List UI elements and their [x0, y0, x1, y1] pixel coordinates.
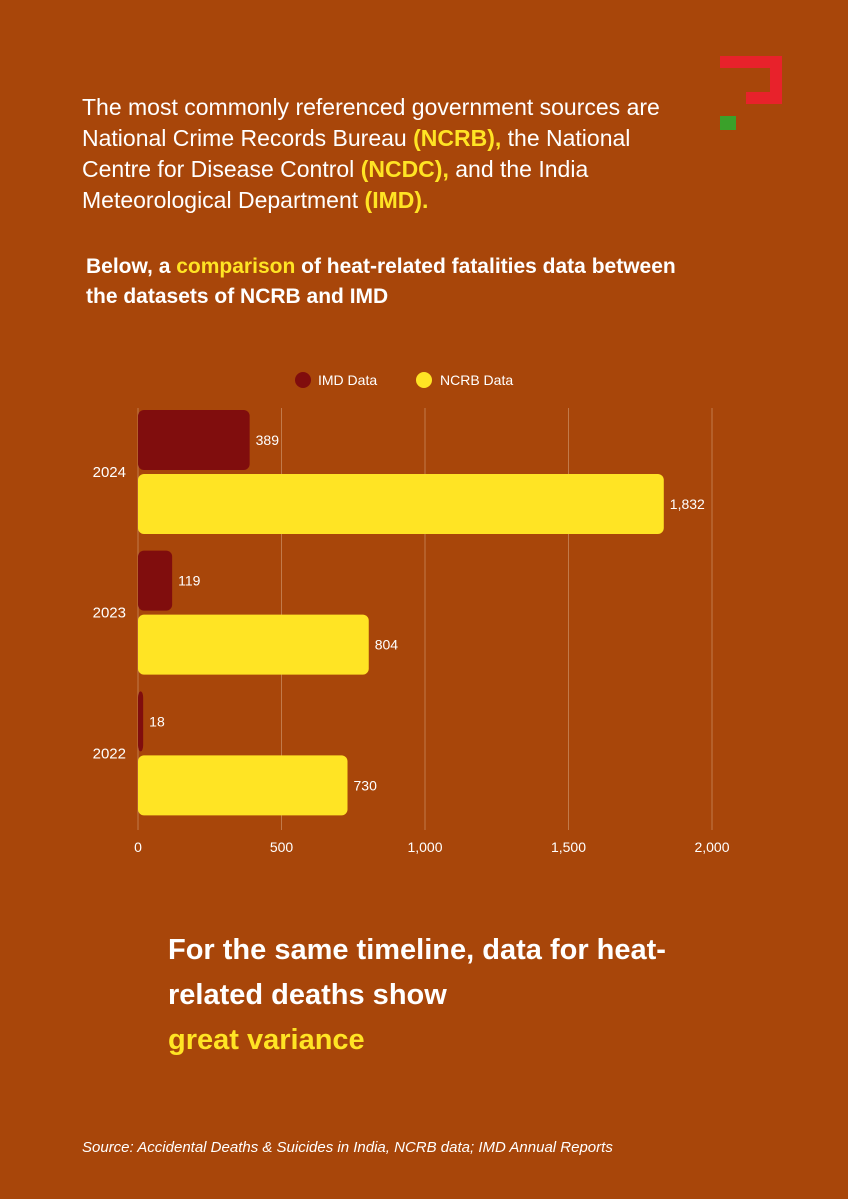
legend-label: IMD Data — [318, 372, 377, 388]
source-note: Source: Accidental Deaths & Suicides in … — [82, 1139, 613, 1156]
heading-highlight: comparison — [176, 255, 296, 278]
data-label: 730 — [354, 777, 378, 793]
x-tick-label: 500 — [270, 839, 294, 855]
data-label: 119 — [178, 573, 201, 589]
legend-label: NCRB Data — [440, 372, 513, 388]
imd-bar — [138, 410, 250, 470]
data-label: 18 — [149, 713, 165, 729]
category-label: 2023 — [93, 605, 126, 622]
data-label: 804 — [375, 637, 399, 653]
category-label: 2024 — [93, 464, 126, 481]
heading-text-1: Below, a — [86, 255, 177, 278]
legend-swatch — [416, 372, 432, 388]
heading-text-2: of heat-related fatalities data between … — [86, 255, 676, 308]
ncrb-highlight: (NCRB), — [413, 125, 502, 151]
ncdc-highlight: (NCDC), — [360, 156, 449, 182]
takeaway-highlight: great variance — [168, 1024, 365, 1056]
x-tick-label: 2,000 — [694, 839, 729, 855]
x-tick-label: 0 — [134, 839, 142, 855]
intro-text-3: and the India Meteorological Department — [82, 156, 589, 213]
bar-chart: 0 500 1,000 1,500 2,000 IMD Data NCRB Data 2024… — [93, 372, 730, 855]
intro-text-1: The most commonly referenced government … — [82, 94, 660, 151]
ncrb-bar — [138, 755, 348, 816]
data-label: 389 — [256, 432, 280, 448]
imd-bar — [138, 691, 144, 752]
brand-logo-icon — [720, 56, 782, 130]
takeaway-text: For the same timeline, data for heat-rel… — [168, 928, 728, 1063]
imd-bar — [138, 550, 173, 611]
legend-swatch — [295, 372, 311, 388]
ncrb-bar — [138, 474, 664, 534]
x-tick-label: 1,000 — [407, 839, 442, 855]
imd-highlight: (IMD). — [364, 187, 429, 213]
category-label: 2022 — [93, 745, 126, 762]
intro-text-2: the National Centre for Disease Control — [82, 125, 631, 182]
intro-paragraph: The most commonly referenced government … — [82, 92, 702, 216]
takeaway-line: For the same timeline, data for heat-rel… — [168, 934, 666, 1011]
ncrb-bar — [138, 614, 369, 675]
x-tick-label: 1,500 — [551, 839, 586, 855]
chart-heading: Below, a comparison of heat-related fata… — [86, 252, 686, 312]
data-label: 1,832 — [670, 496, 705, 512]
